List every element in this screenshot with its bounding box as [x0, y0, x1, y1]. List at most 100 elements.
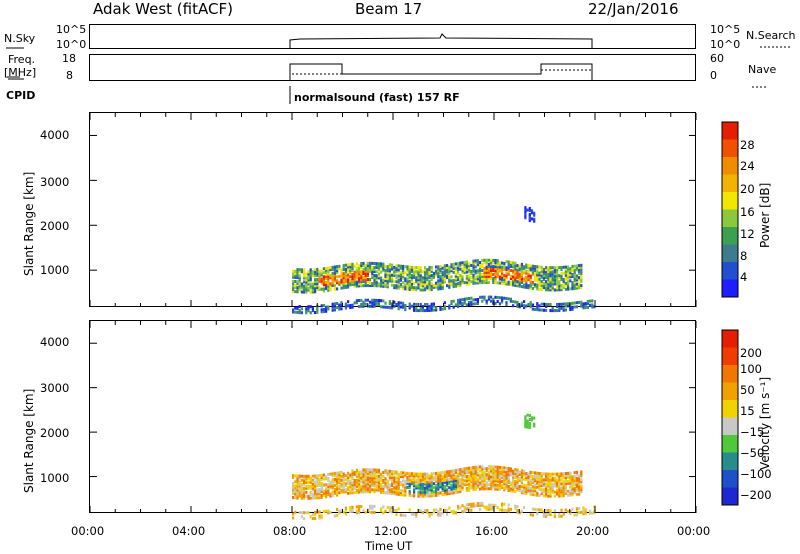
echo-cell — [454, 511, 457, 515]
echo-cell — [490, 295, 493, 299]
echo-cell — [553, 280, 556, 284]
echo-cell — [316, 269, 319, 273]
echo-cell — [578, 492, 581, 496]
echo-cell — [307, 486, 310, 490]
echo-cell — [399, 481, 402, 485]
echo-cell — [351, 264, 354, 268]
echo-cell — [450, 275, 453, 279]
echo-cell — [472, 265, 475, 269]
echo-cell — [426, 309, 429, 312]
echo-cell — [459, 482, 462, 486]
echo-cell — [545, 270, 548, 274]
echo-cell — [364, 480, 367, 484]
echo-cell — [417, 274, 420, 278]
echo-cell — [443, 305, 446, 309]
echo-cell — [322, 304, 325, 307]
echo-cell — [327, 288, 330, 292]
echo-cell — [417, 272, 420, 276]
echo-cell — [551, 484, 554, 488]
echo-cell — [316, 306, 319, 310]
echo-cell — [457, 468, 460, 472]
echo-cell — [415, 276, 418, 280]
vel-cb-tick-15: 15 — [740, 404, 755, 418]
echo-cell — [384, 285, 387, 288]
echo-cell — [560, 474, 563, 478]
echo-cell — [344, 279, 347, 283]
echo-cell — [520, 491, 523, 495]
echo-cell — [362, 280, 365, 284]
echo-cell — [380, 262, 383, 266]
echo-cell — [355, 299, 358, 303]
echo-cell — [397, 282, 400, 286]
echo-cell — [371, 504, 374, 508]
echo-cell — [402, 301, 405, 305]
echo-cell — [366, 269, 369, 273]
echo-cell — [397, 492, 400, 496]
echo-cell — [316, 490, 319, 494]
echo-cell — [542, 282, 545, 286]
echo-cell — [518, 476, 521, 480]
echo-cell — [419, 478, 422, 482]
echo-cell — [391, 510, 394, 514]
echo-cell — [575, 284, 578, 288]
echo-cell — [408, 508, 411, 512]
echo-cell — [481, 273, 484, 276]
echo-cell — [338, 473, 341, 477]
echo-cell — [490, 270, 493, 274]
echo-cell — [575, 276, 578, 280]
echo-cell — [569, 479, 572, 483]
echo-cell — [435, 493, 438, 497]
echo-cell — [562, 492, 565, 496]
echo-cell — [549, 484, 552, 488]
echo-cell — [292, 310, 295, 314]
echo-cell — [534, 283, 537, 287]
echo-cell — [421, 472, 424, 476]
echo-cell — [549, 268, 552, 272]
echo-cell — [545, 478, 548, 482]
echo-cell — [556, 474, 559, 478]
echo-cell — [430, 265, 433, 269]
echo-cell — [571, 477, 574, 481]
echo-cell — [450, 281, 453, 285]
echo-cell — [571, 301, 574, 305]
echo-cell — [580, 267, 583, 271]
echo-cell — [375, 280, 378, 284]
echo-cell — [347, 300, 350, 304]
echo-cell — [542, 514, 545, 518]
echo-cell — [430, 490, 433, 494]
vel-cb-tick-neg200: −200 — [740, 488, 772, 502]
echo-cell — [524, 214, 527, 218]
echo-cell — [393, 488, 396, 492]
echo-cell — [564, 277, 567, 281]
echo-cell — [492, 483, 495, 487]
echo-cell — [549, 284, 552, 288]
echo-cell — [439, 479, 442, 483]
echo-cell — [430, 486, 433, 490]
echo-cell — [474, 265, 477, 269]
echo-cell — [410, 472, 413, 476]
echo-cell — [531, 272, 534, 276]
echo-cell — [476, 279, 479, 283]
echo-cell — [377, 476, 380, 480]
echo-cell — [316, 288, 319, 292]
echo-cell — [562, 486, 565, 490]
echo-cell — [386, 265, 389, 269]
echo-cell — [430, 288, 433, 292]
echo-cell — [492, 481, 495, 485]
echo-cell — [575, 286, 578, 290]
echo-cell — [452, 299, 455, 303]
echo-cell — [562, 302, 565, 306]
echo-cell — [413, 308, 416, 312]
echo-cell — [329, 274, 332, 278]
echo-cell — [404, 283, 407, 287]
echo-cell — [441, 471, 444, 475]
echo-cell — [307, 280, 310, 284]
echo-cell — [437, 471, 440, 475]
echo-cell — [410, 512, 413, 516]
echo-cell — [303, 490, 306, 494]
echo-cell — [364, 267, 367, 271]
echo-cell — [498, 475, 501, 479]
echo-cell — [402, 303, 405, 307]
echo-cell — [518, 266, 521, 270]
echo-cell — [362, 278, 365, 282]
